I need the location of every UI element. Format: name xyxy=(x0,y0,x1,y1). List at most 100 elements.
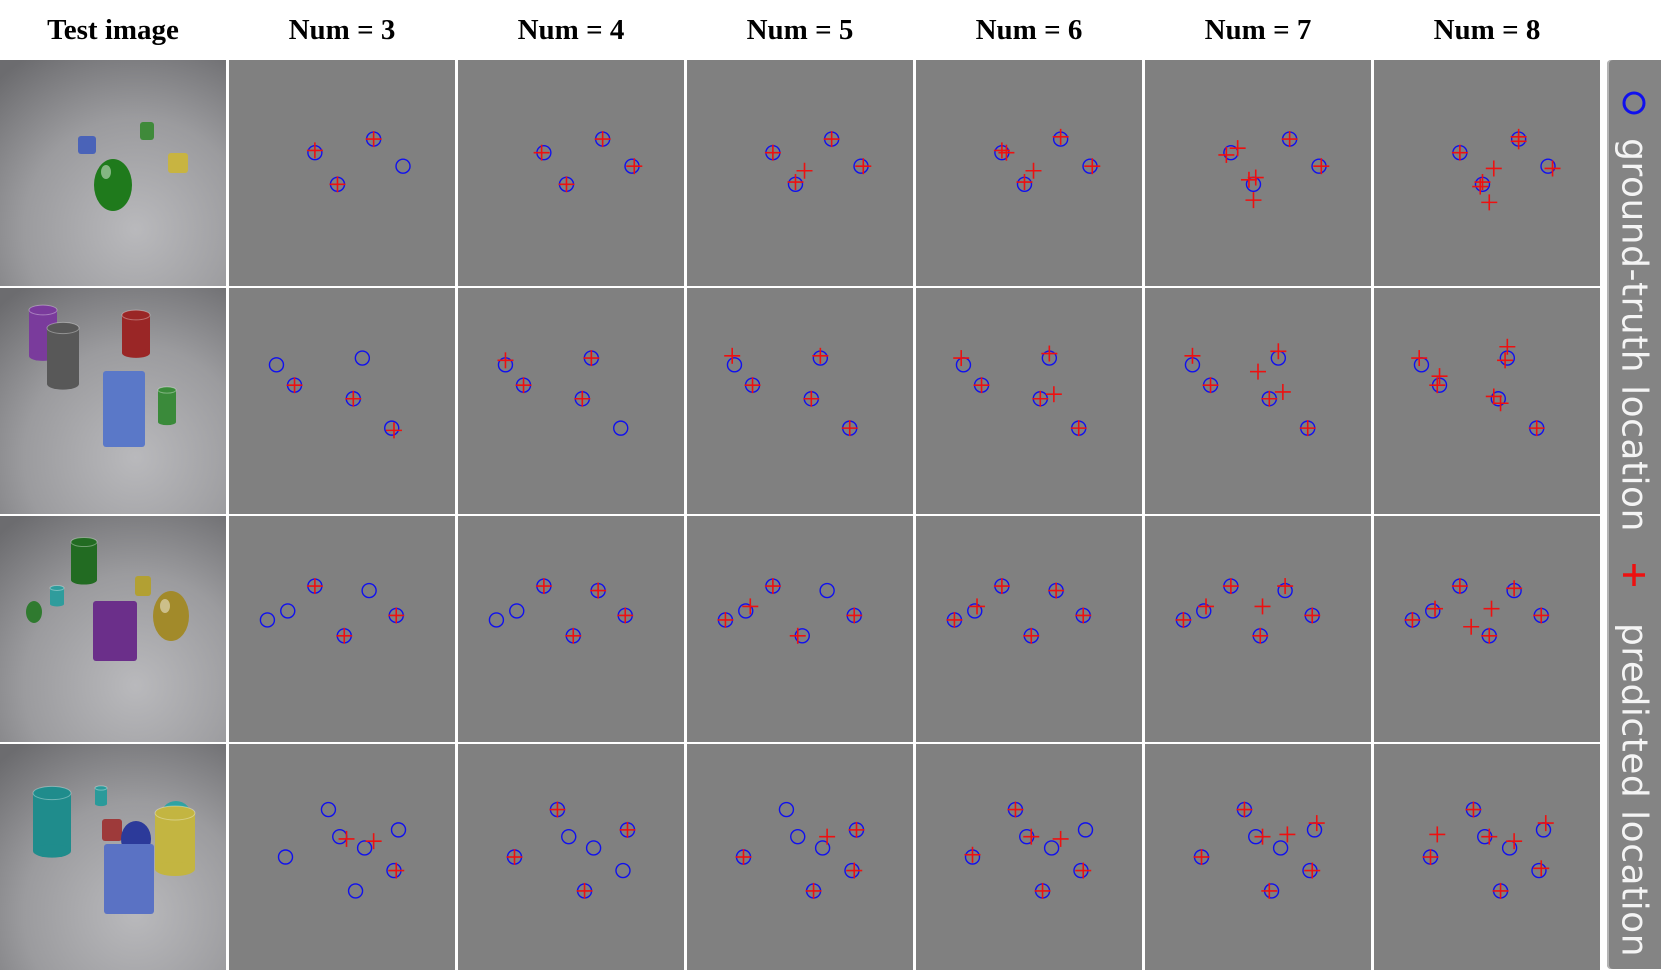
scene-object xyxy=(32,785,72,858)
scene-object xyxy=(168,153,188,173)
predicted-marker xyxy=(1034,882,1051,899)
column-title-num-7: Num = 7 xyxy=(1204,14,1312,46)
ground-truth-marker xyxy=(347,883,364,899)
predicted-marker xyxy=(1075,862,1092,879)
scene-object xyxy=(121,309,151,358)
predicted-marker xyxy=(1277,578,1294,595)
legend-ground-truth-label: ground-truth location xyxy=(1613,138,1655,532)
predicted-marker xyxy=(583,350,600,367)
scene-object xyxy=(46,321,80,390)
predicted-marker xyxy=(1261,882,1278,899)
predicted-marker xyxy=(846,607,863,624)
predicted-marker xyxy=(306,142,323,159)
ground-truth-marker xyxy=(332,828,348,845)
predicted-marker xyxy=(1537,815,1554,832)
predicted-marker xyxy=(336,627,353,644)
predicted-marker xyxy=(1472,178,1489,195)
predicted-marker xyxy=(1429,377,1446,394)
test-image-scene xyxy=(0,60,226,286)
location-plot xyxy=(717,578,863,644)
prediction-panel-row-3-num-3 xyxy=(229,516,455,742)
predicted-marker xyxy=(1084,158,1101,175)
ground-truth-marker xyxy=(320,801,337,818)
prediction-panel-row-2-num-3 xyxy=(229,288,455,514)
predicted-marker xyxy=(1254,598,1271,615)
predicted-marker xyxy=(1175,611,1192,628)
predicted-marker xyxy=(1245,192,1262,209)
predicted-marker xyxy=(1041,345,1058,362)
scene-object xyxy=(153,591,189,641)
ground-truth-marker xyxy=(561,828,577,845)
prediction-panel-row-4-num-5 xyxy=(687,744,913,970)
ground-truth-marker xyxy=(790,828,806,845)
test-image-scene xyxy=(0,288,226,514)
predicted-marker xyxy=(1506,833,1523,850)
predicted-marker xyxy=(1247,169,1264,186)
predicted-marker xyxy=(1274,383,1291,400)
ground-truth-marker xyxy=(1077,822,1094,838)
predicted-marker xyxy=(764,144,781,161)
ground-truth-marker xyxy=(1413,357,1430,373)
ground-truth-marker xyxy=(814,840,831,856)
ground-truth-marker xyxy=(967,603,983,619)
predicted-marker xyxy=(1481,194,1498,211)
predicted-marker xyxy=(549,801,566,818)
location-plot xyxy=(506,801,636,899)
predicted-marker xyxy=(848,821,865,838)
predicted-marker xyxy=(1023,828,1040,845)
ground-truth-marker xyxy=(1306,822,1323,838)
predicted-marker xyxy=(1506,580,1523,597)
predicted-marker xyxy=(805,882,822,899)
prediction-panel-row-1-num-3 xyxy=(229,60,455,286)
prediction-panel-row-2-num-4 xyxy=(458,288,684,514)
predicted-marker xyxy=(1492,395,1509,412)
location-plot xyxy=(764,131,872,193)
predicted-marker xyxy=(617,607,634,624)
predicted-marker xyxy=(1016,174,1033,191)
prediction-panel-row-4-num-3 xyxy=(229,744,455,970)
predicted-marker xyxy=(533,144,550,161)
predicted-marker xyxy=(576,882,593,899)
predicted-marker xyxy=(1308,815,1325,832)
predicted-marker xyxy=(742,598,759,615)
location-plot xyxy=(1218,131,1330,209)
predicted-marker xyxy=(1032,390,1049,407)
prediction-panel-row-1-num-4 xyxy=(458,60,684,286)
scene-object xyxy=(135,576,151,596)
location-plot xyxy=(306,131,411,193)
predicted-marker xyxy=(1533,860,1550,877)
ground-truth-marker xyxy=(1043,840,1060,856)
predicted-marker xyxy=(855,158,872,175)
predicted-marker xyxy=(841,420,858,437)
location-plot xyxy=(497,350,629,436)
predicted-marker xyxy=(1533,607,1550,624)
predicted-marker xyxy=(574,390,591,407)
ground-truth-marker xyxy=(361,582,377,599)
scene-object xyxy=(102,819,122,841)
predicted-marker xyxy=(1236,801,1253,818)
predicted-marker xyxy=(1218,146,1235,163)
predicted-marker xyxy=(1411,350,1428,367)
predicted-marker xyxy=(1254,828,1271,845)
prediction-panel-row-3-num-4 xyxy=(458,516,684,742)
predicted-marker xyxy=(796,162,813,179)
predicted-marker xyxy=(993,578,1010,595)
location-plot xyxy=(724,347,858,437)
predicted-marker xyxy=(803,390,820,407)
predicted-marker xyxy=(497,352,514,369)
scene-object xyxy=(157,386,177,426)
prediction-panel-row-3-num-7 xyxy=(1145,516,1371,742)
prediction-panel-row-1-num-5 xyxy=(687,60,913,286)
test-image-row-1 xyxy=(0,60,226,286)
ground-truth-marker xyxy=(277,849,294,865)
ground-truth-marker xyxy=(955,357,972,373)
predicted-marker xyxy=(1052,830,1069,847)
scene-object xyxy=(94,785,108,807)
predicted-marker xyxy=(1483,600,1500,617)
ground-truth-marker xyxy=(356,840,373,856)
scene-object xyxy=(70,536,98,585)
prediction-panel-row-4-num-7 xyxy=(1145,744,1371,970)
predicted-marker xyxy=(1279,826,1296,843)
scene-object xyxy=(103,371,145,447)
location-plot xyxy=(1184,343,1316,437)
